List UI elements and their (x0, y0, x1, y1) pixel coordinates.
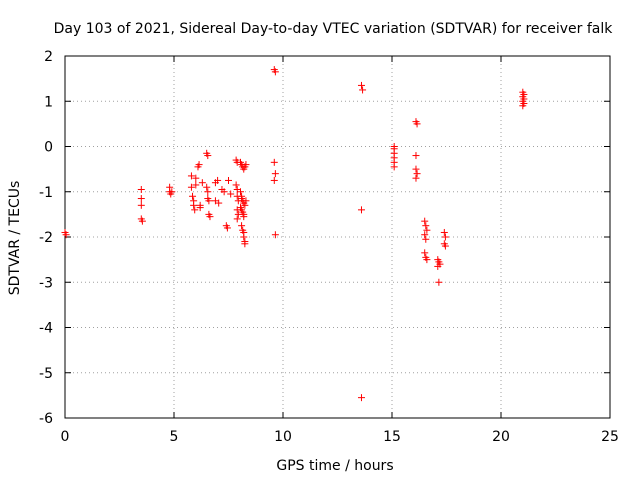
data-point (357, 81, 365, 89)
data-point (138, 217, 146, 225)
data-point (233, 215, 241, 223)
y-tick-label: 1 (44, 94, 53, 110)
data-point (241, 240, 249, 248)
data-point (205, 197, 213, 205)
data-point (440, 228, 448, 236)
data-point (215, 199, 223, 207)
data-point (422, 235, 430, 243)
data-point (412, 174, 420, 182)
data-point (421, 249, 429, 257)
data-point (187, 172, 195, 180)
data-point (227, 190, 235, 198)
data-point (137, 195, 145, 203)
y-tick-label: -1 (39, 185, 53, 201)
data-point (435, 278, 443, 286)
data-point (190, 201, 198, 209)
data-point (195, 161, 203, 169)
data-point (242, 161, 250, 169)
data-point (196, 204, 204, 212)
data-point (192, 181, 200, 189)
data-point (187, 183, 195, 191)
data-point (519, 102, 527, 110)
data-point (390, 163, 398, 171)
data-point (422, 222, 430, 230)
y-tick-label: 0 (44, 140, 53, 156)
data-point (206, 213, 214, 221)
data-point (214, 176, 222, 184)
chart-title: Day 103 of 2021, Sidereal Day-to-day VTE… (54, 21, 614, 37)
data-point (192, 174, 200, 182)
data-point (137, 185, 145, 193)
data-point (357, 394, 365, 402)
x-tick-label: 5 (170, 429, 179, 445)
data-point (236, 188, 244, 196)
axes: 0 5 10 15 20 25 -6 -5 -4 -3 -2 -1 0 1 2 (39, 49, 619, 445)
data-point (359, 86, 367, 94)
data-point (137, 201, 145, 209)
x-tick-label: 10 (274, 429, 292, 445)
data-point (204, 152, 212, 160)
data-point (203, 183, 211, 191)
data-point (191, 206, 199, 214)
data-point (423, 256, 431, 264)
y-tick-label: -2 (39, 230, 53, 246)
data-point (204, 188, 212, 196)
data-point (441, 242, 449, 250)
data-point (412, 165, 420, 173)
data-point (271, 170, 279, 178)
data-point (271, 231, 279, 239)
data-point (421, 231, 429, 239)
y-tick-label: -4 (39, 321, 53, 337)
data-point (220, 188, 228, 196)
data-point (62, 231, 70, 239)
data-point (434, 262, 442, 270)
y-tick-label: -5 (39, 366, 53, 382)
data-point (240, 233, 248, 241)
data-point (441, 233, 449, 241)
y-axis-label: SDTVAR / TECUs (7, 181, 23, 296)
data-point (168, 188, 176, 196)
data-point (413, 170, 421, 178)
y-tick-label: -3 (39, 275, 53, 291)
data-point (413, 120, 421, 128)
data-point (232, 181, 240, 189)
data-point (225, 176, 232, 184)
data-point (412, 152, 420, 160)
data-point (357, 206, 365, 214)
x-tick-label: 25 (601, 429, 619, 445)
data-point (189, 192, 197, 200)
data-point (240, 213, 248, 221)
data-point (270, 176, 278, 184)
data-point (421, 217, 429, 225)
y-tick-label: 2 (44, 49, 53, 65)
x-axis-label: GPS time / hours (276, 458, 393, 474)
data-point (198, 179, 206, 187)
y-tick-label: -6 (39, 411, 53, 427)
plot-border (64, 55, 611, 419)
data-point (241, 201, 249, 209)
data-point (223, 224, 231, 232)
data-points (61, 66, 528, 402)
data-point (423, 226, 431, 234)
data-point (242, 197, 250, 205)
x-tick-label: 20 (492, 429, 510, 445)
data-point (270, 158, 278, 166)
x-tick-label: 15 (383, 429, 401, 445)
data-point (271, 68, 279, 76)
data-point (238, 222, 246, 230)
grid-lines (65, 56, 610, 418)
x-tick-label: 0 (61, 429, 70, 445)
